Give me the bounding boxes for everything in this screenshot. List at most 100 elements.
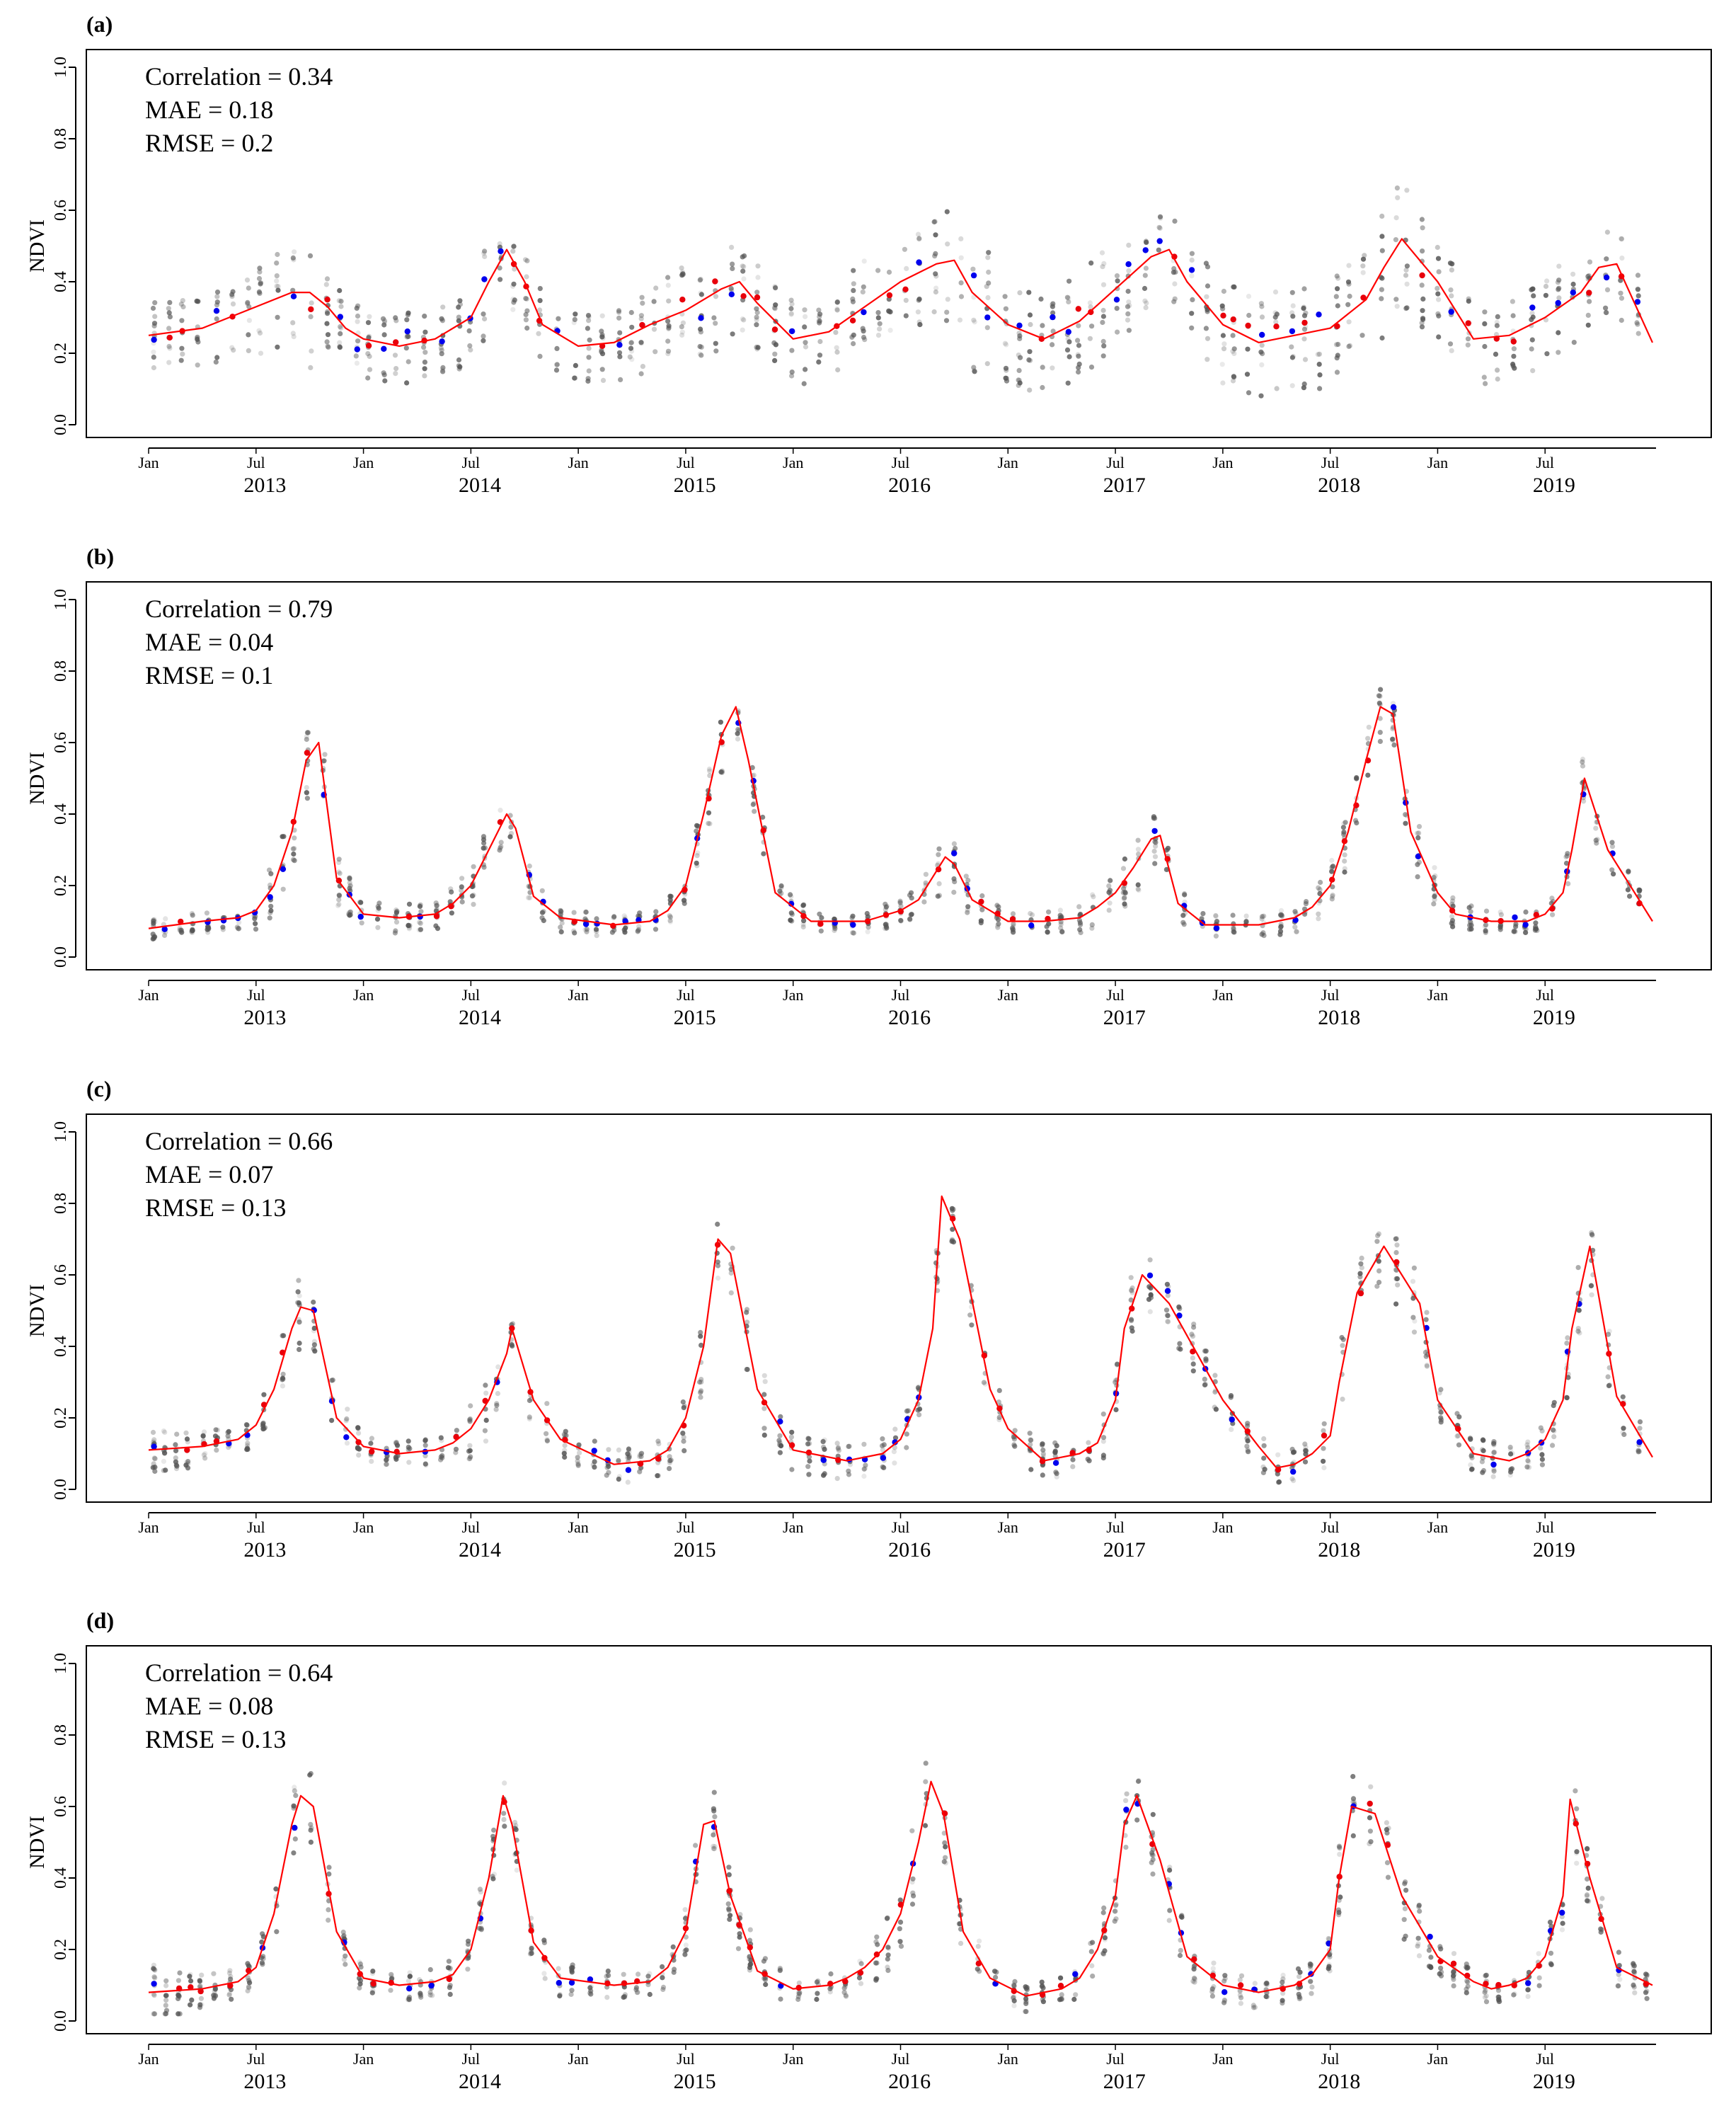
grey-observation <box>381 332 387 338</box>
grey-observation <box>1403 1933 1408 1939</box>
grey-observation <box>1213 912 1219 919</box>
grey-observation <box>694 853 700 859</box>
grey-observation <box>524 325 530 331</box>
grey-observation <box>933 289 938 295</box>
grey-observation <box>789 373 795 379</box>
grey-observation <box>1261 1436 1267 1442</box>
grey-observation <box>698 326 703 332</box>
grey-observation <box>1238 2000 1243 2006</box>
grey-observation <box>865 929 870 934</box>
grey-observation <box>151 323 157 328</box>
grey-observation <box>1246 312 1252 319</box>
grey-observation <box>246 285 251 291</box>
grey-observation <box>1416 1903 1422 1908</box>
grey-observation <box>537 286 543 292</box>
grey-observation <box>1101 343 1107 349</box>
grey-observation <box>1491 1468 1497 1474</box>
grey-observation <box>1584 1892 1590 1898</box>
grey-observation <box>1040 365 1045 370</box>
x-year-label: 2015 <box>674 1538 716 1562</box>
grey-observation <box>257 269 263 275</box>
grey-observation <box>1303 1448 1309 1453</box>
x-year-label: 2019 <box>1533 474 1575 497</box>
grey-observation <box>1419 320 1425 326</box>
grey-observation <box>1379 234 1385 239</box>
panel-label: (b) <box>86 544 114 569</box>
grey-observation <box>585 326 591 331</box>
grey-observation <box>211 1995 217 2000</box>
grey-observation <box>1340 1343 1345 1348</box>
grey-observation <box>923 880 929 886</box>
grey-observation <box>422 1461 428 1467</box>
grey-observation <box>1113 1380 1118 1385</box>
red-observation <box>304 750 311 756</box>
grey-observation <box>1278 924 1284 929</box>
blue-observation <box>267 894 273 900</box>
grey-observation <box>189 1997 195 2003</box>
grey-observation <box>916 236 922 242</box>
grey-observation <box>713 294 719 299</box>
grey-observation <box>1077 927 1083 932</box>
grey-observation <box>456 318 461 323</box>
grey-observation <box>309 300 314 306</box>
grey-observation <box>1076 323 1081 328</box>
grey-observation <box>529 1945 534 1952</box>
grey-observation <box>526 895 531 900</box>
grey-observation <box>1152 861 1158 866</box>
grey-observation <box>942 1840 948 1845</box>
grey-observation <box>741 264 747 270</box>
grey-observation <box>453 1446 459 1452</box>
grey-observation <box>1616 1963 1622 1969</box>
grey-observation <box>1076 369 1081 375</box>
blue-observation <box>151 1981 157 1987</box>
grey-observation <box>881 1465 887 1470</box>
grey-observation <box>1100 314 1106 319</box>
x-month-label: Jan <box>1212 986 1233 1004</box>
grey-observation <box>527 863 532 869</box>
grey-observation <box>1438 1965 1444 1971</box>
grey-observation <box>1302 1441 1308 1447</box>
grey-observation <box>660 1984 667 1990</box>
grey-observation <box>445 1965 452 1971</box>
grey-observation <box>1017 380 1023 386</box>
stats-line: RMSE = 0.13 <box>145 1193 286 1222</box>
grey-observation <box>932 219 938 224</box>
x-month-label: Jan <box>353 986 374 1004</box>
grey-observation <box>483 1382 488 1388</box>
grey-observation <box>527 1414 532 1420</box>
grey-observation <box>1438 1946 1444 1952</box>
grey-observation <box>1128 1287 1134 1293</box>
grey-observation <box>626 1446 632 1452</box>
grey-observation <box>1625 887 1631 893</box>
blue-observation <box>151 1443 157 1450</box>
grey-observation <box>1011 1995 1016 2000</box>
grey-observation <box>1393 1301 1399 1307</box>
grey-observation <box>788 306 794 311</box>
blue-observation <box>1156 238 1163 244</box>
grey-observation <box>297 1340 302 1346</box>
grey-observation <box>1335 303 1340 309</box>
grey-observation <box>246 1985 252 1991</box>
grey-observation <box>1636 1449 1641 1455</box>
grey-observation <box>435 903 440 908</box>
grey-observation <box>297 1293 302 1299</box>
red-observation <box>1057 1983 1064 1989</box>
grey-observation <box>1172 218 1178 224</box>
grey-observation <box>226 1428 231 1434</box>
grey-observation <box>1126 328 1132 333</box>
grey-observation <box>772 351 778 357</box>
grey-observation <box>1420 308 1425 314</box>
grey-observation <box>1261 913 1267 919</box>
grey-observation <box>751 801 757 806</box>
grey-observation <box>1231 350 1237 356</box>
grey-observation <box>698 290 703 296</box>
grey-observation <box>625 1479 631 1485</box>
grey-observation <box>439 318 446 323</box>
grey-observation <box>161 1428 166 1434</box>
grey-observation <box>166 306 171 311</box>
grey-observation <box>1636 331 1641 336</box>
grey-observation <box>150 305 156 311</box>
blue-observation <box>1289 328 1296 335</box>
grey-observation <box>1432 893 1437 899</box>
grey-observation <box>1379 248 1385 253</box>
